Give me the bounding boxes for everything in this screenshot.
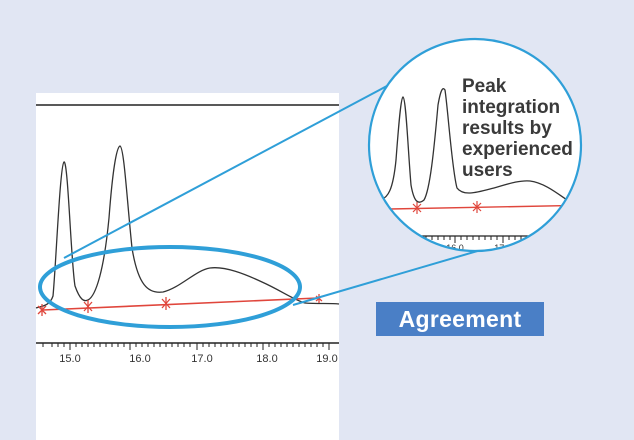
- caption-line: users: [462, 160, 513, 181]
- main-signal-trace: [35, 145, 340, 309]
- main-marker: [161, 297, 171, 310]
- main-x-ticks: [42, 343, 330, 350]
- main-marker: [37, 304, 47, 316]
- main-integration-markers: [37, 294, 323, 316]
- zoom-inset-background: [369, 39, 581, 251]
- callout-connectors: [63, 62, 499, 306]
- caption-line: integration: [462, 97, 561, 118]
- zoom-integration-markers: [412, 201, 482, 214]
- zoom-inset-ring: [367, 37, 583, 253]
- main-plot-background: [36, 93, 339, 440]
- main-x-tick-label: 15.0: [59, 353, 80, 365]
- caption-line: Peak: [462, 76, 507, 97]
- zoom-marker: [412, 202, 422, 214]
- main-chromatogram: 15.0 16.0 17.0 18.0 19.0: [35, 93, 340, 440]
- main-x-tick-labels: 15.0 16.0 17.0 18.0 19.0: [59, 353, 337, 365]
- callout-connector-lower: [292, 244, 499, 306]
- main-marker: [83, 300, 93, 313]
- callout-connector-upper: [63, 62, 431, 259]
- main-x-tick-label: 17.0: [191, 353, 212, 365]
- zoom-x-ticks: [419, 236, 522, 243]
- zoom-x-tick-label: 16.0: [446, 243, 464, 253]
- highlight-ellipse: [38, 245, 302, 329]
- main-x-tick-label: 18.0: [256, 353, 277, 365]
- zoom-marker: [472, 201, 482, 213]
- zoom-signal-trace: [379, 88, 581, 209]
- main-x-tick-label: 19.0: [316, 353, 337, 365]
- caption-line: experienced: [462, 139, 573, 160]
- caption-line: results by: [462, 118, 552, 139]
- main-x-tick-label: 16.0: [129, 353, 150, 365]
- zoom-inset: 16.0 17.0: [367, 37, 583, 253]
- zoom-caption: Peak integration results by experienced …: [462, 76, 602, 181]
- agreement-badge: Agreement: [376, 302, 544, 336]
